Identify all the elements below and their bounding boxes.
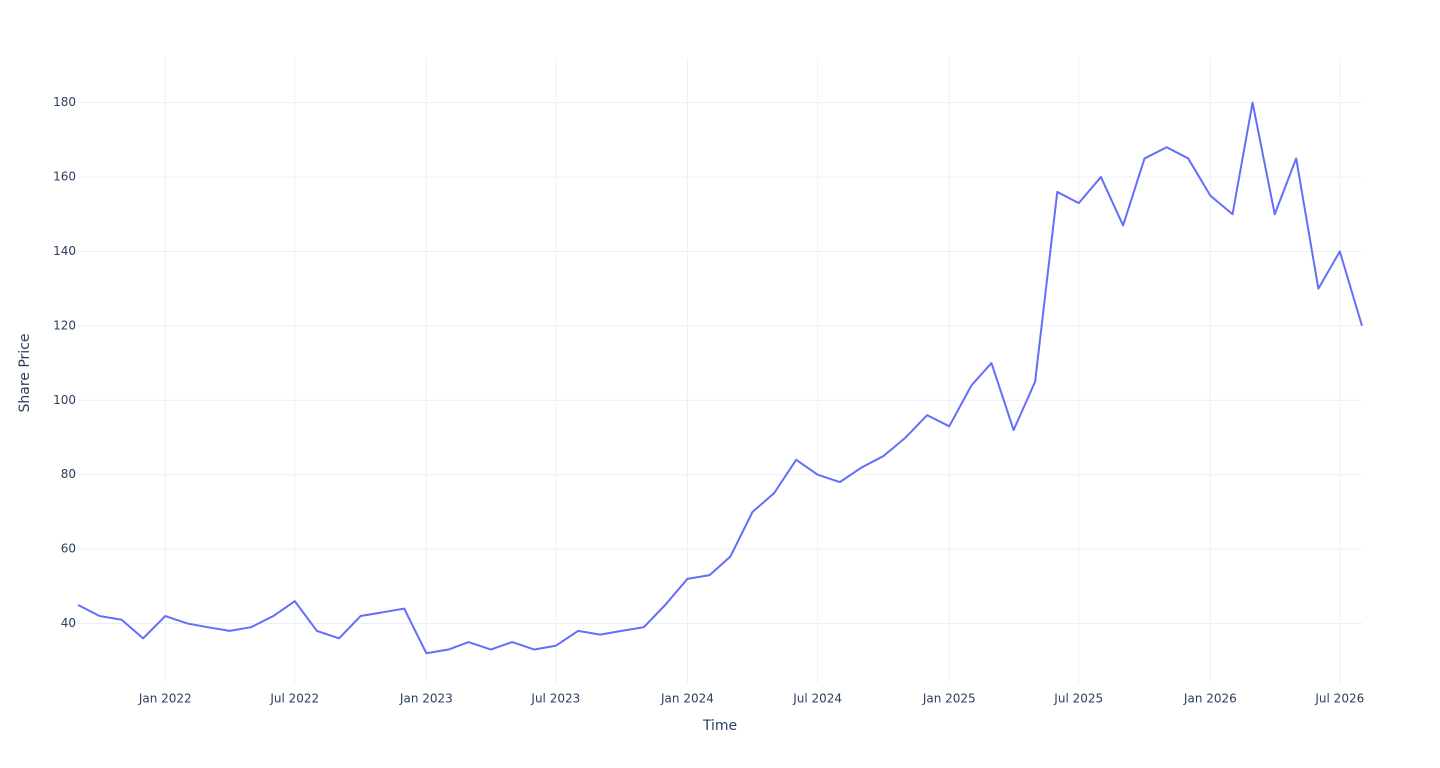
x-tick-label: Jan 2025 [922, 692, 976, 706]
x-tick-label: Jul 2022 [269, 692, 319, 706]
x-tick-label: Jan 2024 [660, 692, 714, 706]
y-tick-label: 120 [53, 318, 76, 332]
y-tick-label: 160 [53, 170, 76, 184]
y-tick-label: 40 [61, 616, 76, 630]
y-axis-title: Share Price [17, 333, 33, 412]
x-tick-label: Jul 2025 [1053, 692, 1103, 706]
price-line [77, 101, 1363, 655]
x-tick-label: Jul 2023 [530, 692, 580, 706]
x-tick-label: Jul 2026 [1314, 692, 1364, 706]
y-tick-label: 140 [53, 244, 76, 258]
y-tick-label: 80 [61, 467, 76, 481]
x-tick-label: Jan 2023 [399, 692, 453, 706]
y-tick-label: 180 [53, 95, 76, 109]
x-tick-label: Jan 2026 [1183, 692, 1237, 706]
y-tick-label: 100 [53, 393, 76, 407]
y-tick-label: 60 [61, 542, 76, 556]
x-tick-label: Jul 2024 [792, 692, 842, 706]
x-axis-title: Time [702, 718, 737, 734]
x-tick-label: Jan 2022 [138, 692, 192, 706]
